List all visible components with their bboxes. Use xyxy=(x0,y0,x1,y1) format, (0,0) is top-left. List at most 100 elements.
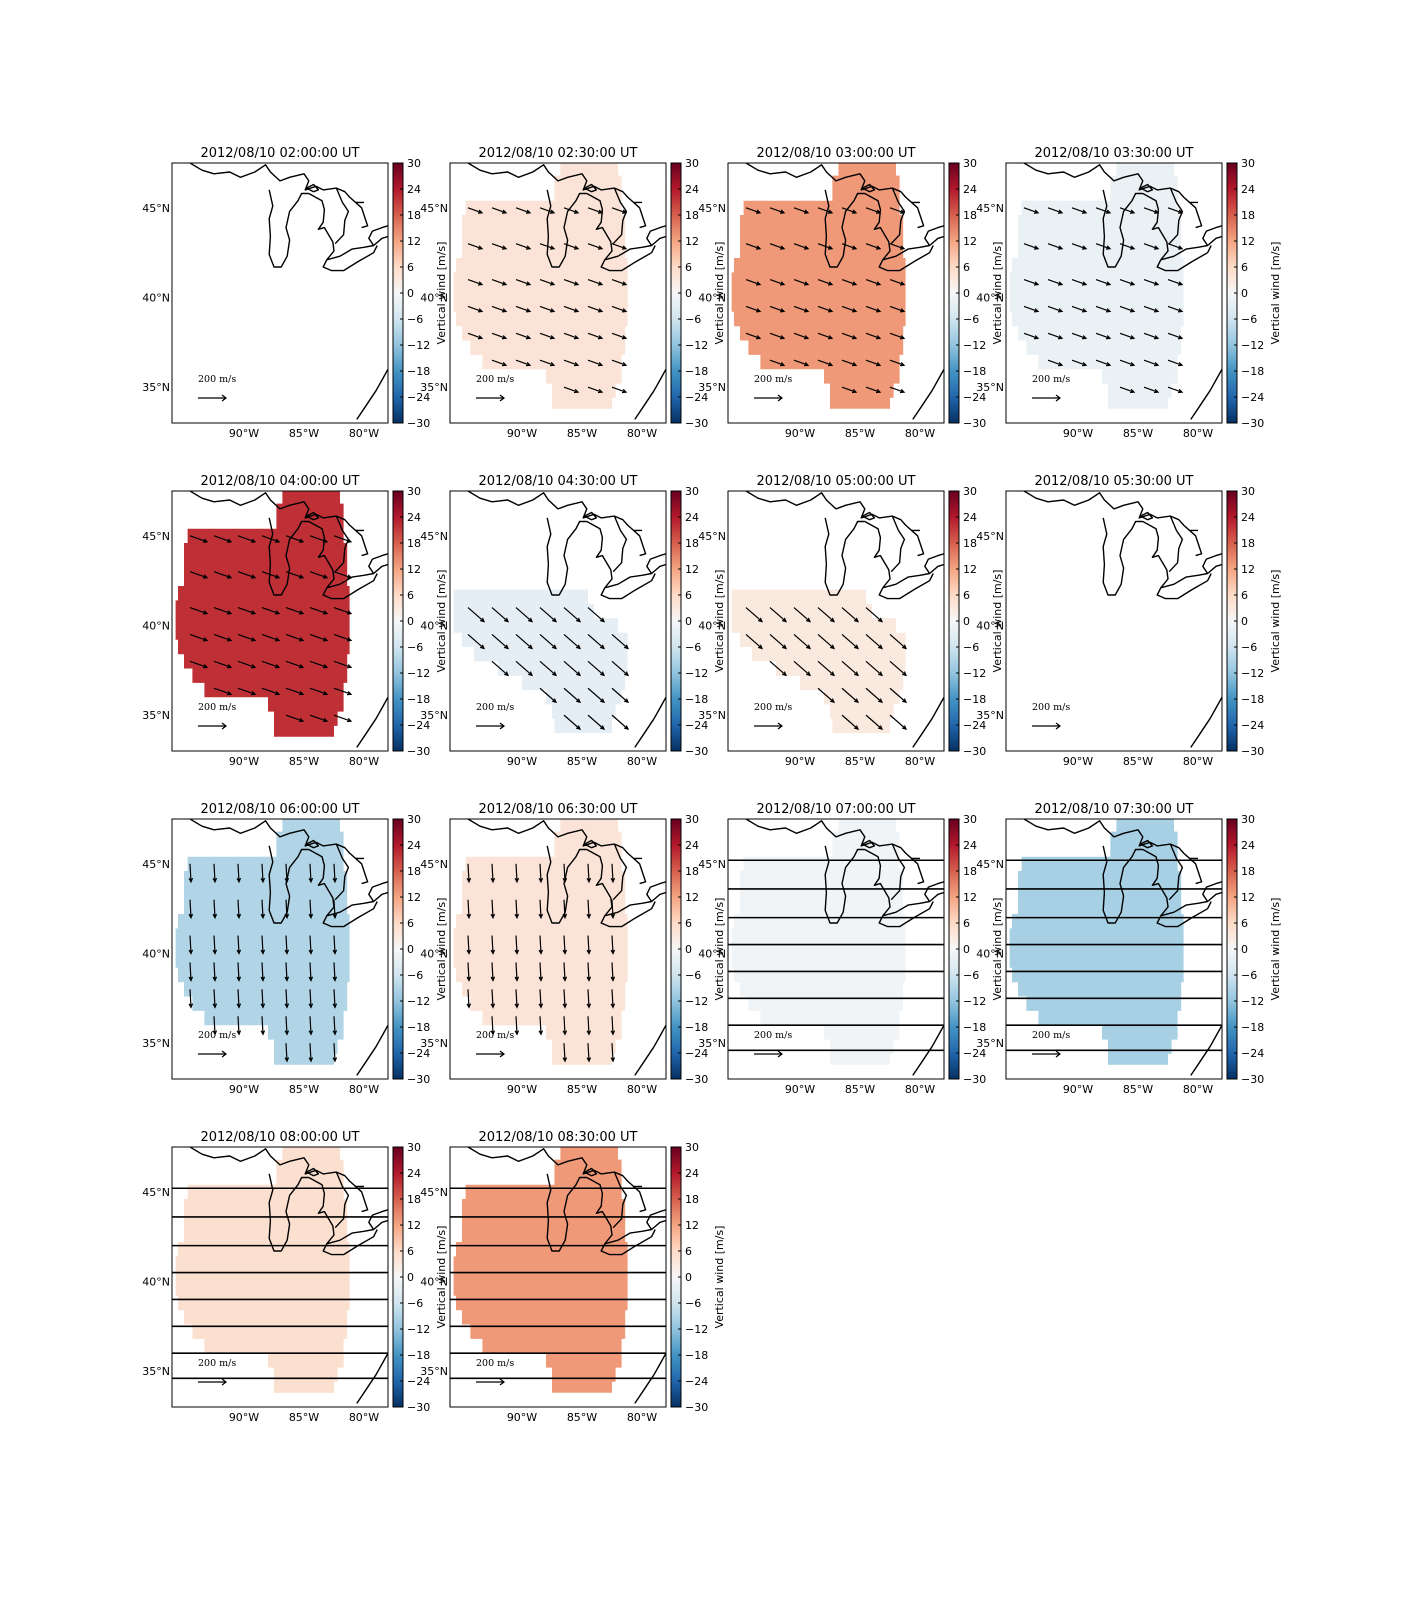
wind-arrow xyxy=(212,935,218,955)
panel-title: 2012/08/10 07:00:00 UT xyxy=(756,802,915,817)
colorbar-tick-label: 18 xyxy=(685,537,699,550)
colorbar-tick-label: 18 xyxy=(963,209,977,222)
colorbar-tick-label: 0 xyxy=(1241,943,1248,956)
x-tick-label: 80°W xyxy=(349,1083,379,1096)
coastline xyxy=(745,491,944,748)
colorbar-tick-label: 18 xyxy=(685,209,699,222)
wind-arrow xyxy=(769,278,786,286)
colorbar: 30 24 18 12 6 0 −6 −12 −18 −24 −30 Vertical wind [m… xyxy=(670,1141,726,1414)
reference-arrow xyxy=(476,394,505,402)
wind-arrow xyxy=(563,714,582,731)
wind-arrow xyxy=(769,332,786,340)
colorbar-tick-label: 12 xyxy=(1241,235,1255,248)
wind-arrow xyxy=(587,207,604,214)
colorbar-label: Vertical wind [m/s] xyxy=(435,898,448,1001)
reference-arrow-label: 200 m/s xyxy=(754,1030,792,1041)
y-tick-label: 45°N xyxy=(698,858,726,871)
wind-arrow xyxy=(332,899,338,920)
wind-arrow xyxy=(212,1016,218,1036)
y-tick-label: 45°N xyxy=(142,202,170,215)
colorbar-tick-label: −12 xyxy=(685,339,708,352)
colorbar-label: Vertical wind [m/s] xyxy=(713,242,726,345)
colorbar-tick-label: −30 xyxy=(685,1073,708,1086)
wind-arrow xyxy=(236,935,242,955)
y-tick-label: 35°N xyxy=(698,709,726,722)
wind-arrow xyxy=(1167,305,1184,313)
wind-arrow xyxy=(889,243,906,250)
colorbar-tick-label: −6 xyxy=(1241,641,1257,654)
wind-arrow xyxy=(467,607,486,623)
wind-arrow xyxy=(611,687,630,704)
colorbar-tick-label: 12 xyxy=(1241,891,1255,904)
wind-arrow xyxy=(212,863,218,884)
colorbar-tick-label: 0 xyxy=(685,1271,692,1284)
map-frame xyxy=(449,1146,667,1408)
wind-arrow xyxy=(213,633,233,642)
wind-arrow xyxy=(308,899,314,920)
wind-arrow xyxy=(538,935,544,955)
reference-arrow xyxy=(198,1050,227,1058)
x-tick-label: 85°W xyxy=(567,755,597,768)
wind-arrow xyxy=(1047,278,1064,286)
colorbar-label: Vertical wind [m/s] xyxy=(991,242,1004,345)
colorbar-tick-label: −6 xyxy=(407,641,423,654)
wind-arrow xyxy=(514,899,520,920)
colorbar-tick-label: −30 xyxy=(407,1073,430,1086)
wind-arrow xyxy=(261,687,281,696)
wind-arrow xyxy=(1047,243,1064,250)
colorbar-tick-label: 6 xyxy=(1241,261,1248,274)
colorbar-label: Vertical wind [m/s] xyxy=(991,570,1004,673)
colorbar-tick-label: 18 xyxy=(1241,537,1255,550)
wind-arrow xyxy=(562,1016,568,1036)
wind-arrow xyxy=(587,607,606,623)
wind-arrow xyxy=(817,207,834,214)
reference-arrow xyxy=(198,722,227,730)
wind-arrow xyxy=(865,687,884,704)
x-tick-label: 90°W xyxy=(507,427,537,440)
colorbar-label: Vertical wind [m/s] xyxy=(1269,242,1282,345)
wind-arrow xyxy=(237,633,257,642)
y-tick-label: 40°N xyxy=(142,291,170,304)
x-tick-label: 85°W xyxy=(289,1083,319,1096)
wind-arrow xyxy=(285,606,305,615)
colorbar-tick-label: −12 xyxy=(407,1323,430,1336)
colorbar-tick-label: −18 xyxy=(963,1021,986,1034)
colorbar-tick-label: −24 xyxy=(407,1047,430,1060)
wind-arrow xyxy=(562,962,568,982)
colorbar-tick-label: 30 xyxy=(407,1141,421,1154)
wind-arrow xyxy=(260,989,266,1009)
wind-arrow xyxy=(841,305,858,313)
wind-arrow xyxy=(1095,278,1112,286)
colorbar-tick-label: 0 xyxy=(963,943,970,956)
wind-arrow xyxy=(1119,332,1136,340)
wind-arrow xyxy=(587,332,604,340)
reference-arrow-label: 200 m/s xyxy=(754,374,792,385)
colorbar-label: Vertical wind [m/s] xyxy=(435,570,448,673)
wind-arrow xyxy=(260,935,266,955)
colorbar-tick-label: 0 xyxy=(407,287,414,300)
wind-arrow xyxy=(562,899,568,920)
map-panel: 2012/08/10 02:00:00 UT 200 m/s 90°W 85°W 80°… xyxy=(142,146,448,440)
wind-arrow xyxy=(309,535,329,543)
wind-arrow xyxy=(793,207,810,214)
y-tick-label: 40°N xyxy=(142,947,170,960)
wind-arrow xyxy=(611,243,628,250)
wind-arrow xyxy=(332,989,338,1009)
map-panel: 2012/08/10 05:00:00 UT 200 m/s 90°W 85°W 80°… xyxy=(698,474,1004,768)
wind-arrow xyxy=(237,660,257,669)
wind-arrow xyxy=(261,606,281,615)
wind-arrow xyxy=(1119,207,1136,214)
wind-arrow xyxy=(817,305,834,313)
colorbar-tick-label: −30 xyxy=(963,417,986,430)
colorbar-tick-label: −24 xyxy=(685,391,708,404)
y-tick-label: 35°N xyxy=(976,709,1004,722)
colorbar: 30 24 18 12 6 0 −6 −12 −18 −24 −30 Vertical wind [m… xyxy=(948,485,1004,758)
colorbar-tick-label: −18 xyxy=(963,693,986,706)
colorbar-label: Vertical wind [m/s] xyxy=(435,242,448,345)
colorbar-tick-label: 6 xyxy=(685,917,692,930)
wind-arrow xyxy=(611,633,630,650)
wind-arrow xyxy=(467,633,486,650)
wind-arrow xyxy=(745,243,762,250)
x-tick-label: 80°W xyxy=(627,1083,657,1096)
wind-arrow xyxy=(889,207,906,214)
